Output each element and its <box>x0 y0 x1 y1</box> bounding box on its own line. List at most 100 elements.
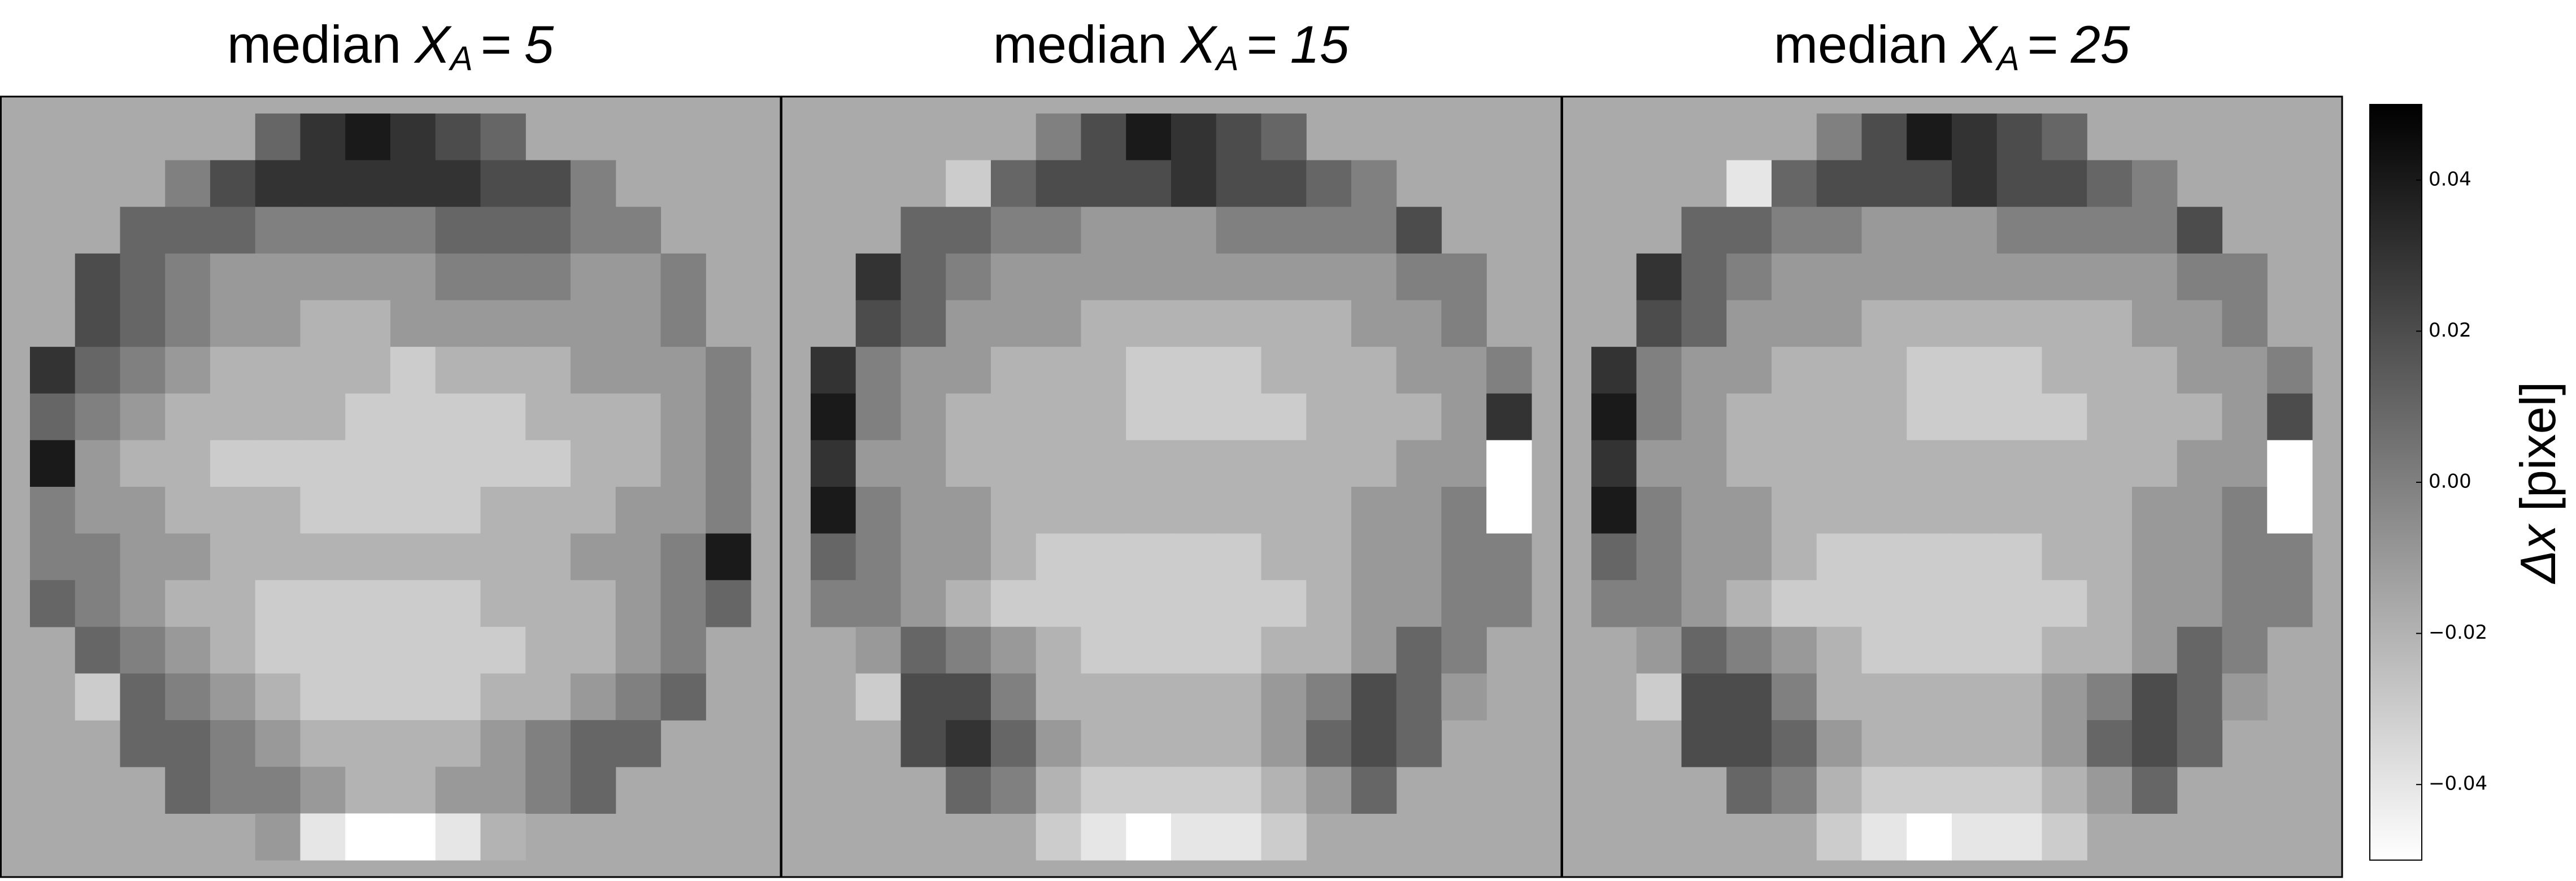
heatmap-cell <box>1126 114 1172 161</box>
title-relation: = <box>481 15 512 74</box>
heatmap-cell <box>525 347 571 394</box>
heatmap-cell <box>1441 393 1487 440</box>
heatmap-cell <box>1035 440 1082 487</box>
heatmap-cell <box>525 253 571 301</box>
heatmap-cell <box>1171 393 1217 440</box>
heatmap-cell <box>120 673 166 721</box>
colorbar-tick-label: −0.02 <box>2429 621 2487 644</box>
heatmap-cell <box>1907 347 1952 394</box>
heatmap-cell <box>900 253 946 301</box>
heatmap-cell <box>1486 580 1532 627</box>
heatmap-cell <box>2177 207 2223 254</box>
heatmap-cell <box>811 487 856 534</box>
heatmap-cell <box>571 347 616 394</box>
heatmap-cell <box>1486 487 1532 534</box>
heatmap-cell <box>390 160 436 207</box>
heatmap-cell <box>1081 207 1126 254</box>
title-relation: = <box>2027 15 2059 74</box>
heatmap-cell <box>435 766 481 814</box>
heatmap-cell <box>1907 580 1952 627</box>
heatmap-cell <box>390 347 436 394</box>
heatmap-cell <box>435 533 481 581</box>
heatmap-cell <box>1126 300 1172 347</box>
heatmap-cell <box>2087 207 2133 254</box>
heatmap-cell <box>300 626 346 674</box>
heatmap-cell <box>30 533 76 581</box>
heatmap-cell <box>2177 580 2223 627</box>
heatmap-cell <box>1861 626 1907 674</box>
heatmap-cell <box>1396 300 1442 347</box>
heatmap-cell <box>1035 813 1082 861</box>
heatmap-cell <box>706 533 751 581</box>
heatmap-cell <box>1035 720 1082 767</box>
heatmap-cell <box>1126 253 1172 301</box>
heatmap-cell <box>1772 673 1817 721</box>
heatmap-cell <box>1306 626 1352 674</box>
heatmap-cell <box>900 673 946 721</box>
heatmap-cell <box>1035 393 1082 440</box>
heatmap-cell <box>1035 347 1082 394</box>
heatmap-cell <box>525 207 571 254</box>
heatmap-cell <box>300 440 346 487</box>
heatmap-cell <box>165 487 211 534</box>
heatmap-cell <box>2042 440 2087 487</box>
heatmap-cell <box>1996 347 2043 394</box>
heatmap-cell <box>855 487 902 534</box>
heatmap-cell <box>1636 487 1682 534</box>
heatmap-cell <box>660 487 706 534</box>
heatmap-cell <box>255 114 301 161</box>
heatmap-cell <box>1486 347 1532 394</box>
heatmap-cell <box>1396 393 1442 440</box>
heatmap-cell <box>1035 673 1082 721</box>
heatmap-cell <box>300 160 346 207</box>
heatmap-cell <box>1591 533 1637 581</box>
heatmap-cell <box>1861 440 1907 487</box>
title-relation: = <box>1247 15 1278 74</box>
heatmap-cell <box>2042 813 2087 861</box>
heatmap-cell <box>1591 393 1637 440</box>
heatmap-cell <box>480 673 526 721</box>
heatmap-cell <box>615 673 662 721</box>
heatmap-cell <box>571 393 616 440</box>
heatmap-cell <box>390 207 436 254</box>
heatmap-cell <box>1861 580 1907 627</box>
heatmap-cell <box>165 580 211 627</box>
heatmap-cell <box>1996 813 2043 861</box>
heatmap-cell <box>75 300 121 347</box>
heatmap-cell <box>2042 766 2087 814</box>
heatmap-cell <box>1816 440 1863 487</box>
heatmap-cell <box>165 673 211 721</box>
heatmap-cell <box>1726 626 1772 674</box>
heatmap-cell <box>390 720 436 767</box>
heatmap-cell <box>1952 440 1998 487</box>
heatmap-cell <box>435 440 481 487</box>
heatmap-cell <box>345 813 391 861</box>
heatmap-cell <box>345 207 391 254</box>
heatmap-cell <box>615 393 662 440</box>
heatmap-cell <box>1952 207 1998 254</box>
heatmap-cell <box>1726 253 1772 301</box>
heatmap-cell <box>120 533 166 581</box>
heatmap-cell <box>1126 813 1172 861</box>
heatmap-cell <box>660 393 706 440</box>
heatmap-cell <box>2177 347 2223 394</box>
colorbar-tick-label: −0.04 <box>2429 773 2487 795</box>
heatmap-cell <box>706 487 751 534</box>
heatmap-cell <box>435 114 481 161</box>
heatmap-cell <box>120 253 166 301</box>
heatmap-cell <box>2132 533 2178 581</box>
heatmap-cell <box>706 393 751 440</box>
heatmap-cell <box>1726 160 1772 207</box>
heatmap-cell <box>525 673 571 721</box>
heatmap-cell <box>1441 673 1487 721</box>
heatmap-cell <box>480 114 526 161</box>
heatmap-cell <box>1306 673 1352 721</box>
title-value: 25 <box>2070 15 2130 74</box>
heatmap-cell <box>811 440 856 487</box>
heatmap-cell <box>991 253 1037 301</box>
heatmap-cell <box>1171 766 1217 814</box>
heatmap-cell <box>706 347 751 394</box>
heatmap-cell <box>1726 580 1772 627</box>
heatmap-cell <box>1441 300 1487 347</box>
heatmap-cell <box>1816 487 1863 534</box>
